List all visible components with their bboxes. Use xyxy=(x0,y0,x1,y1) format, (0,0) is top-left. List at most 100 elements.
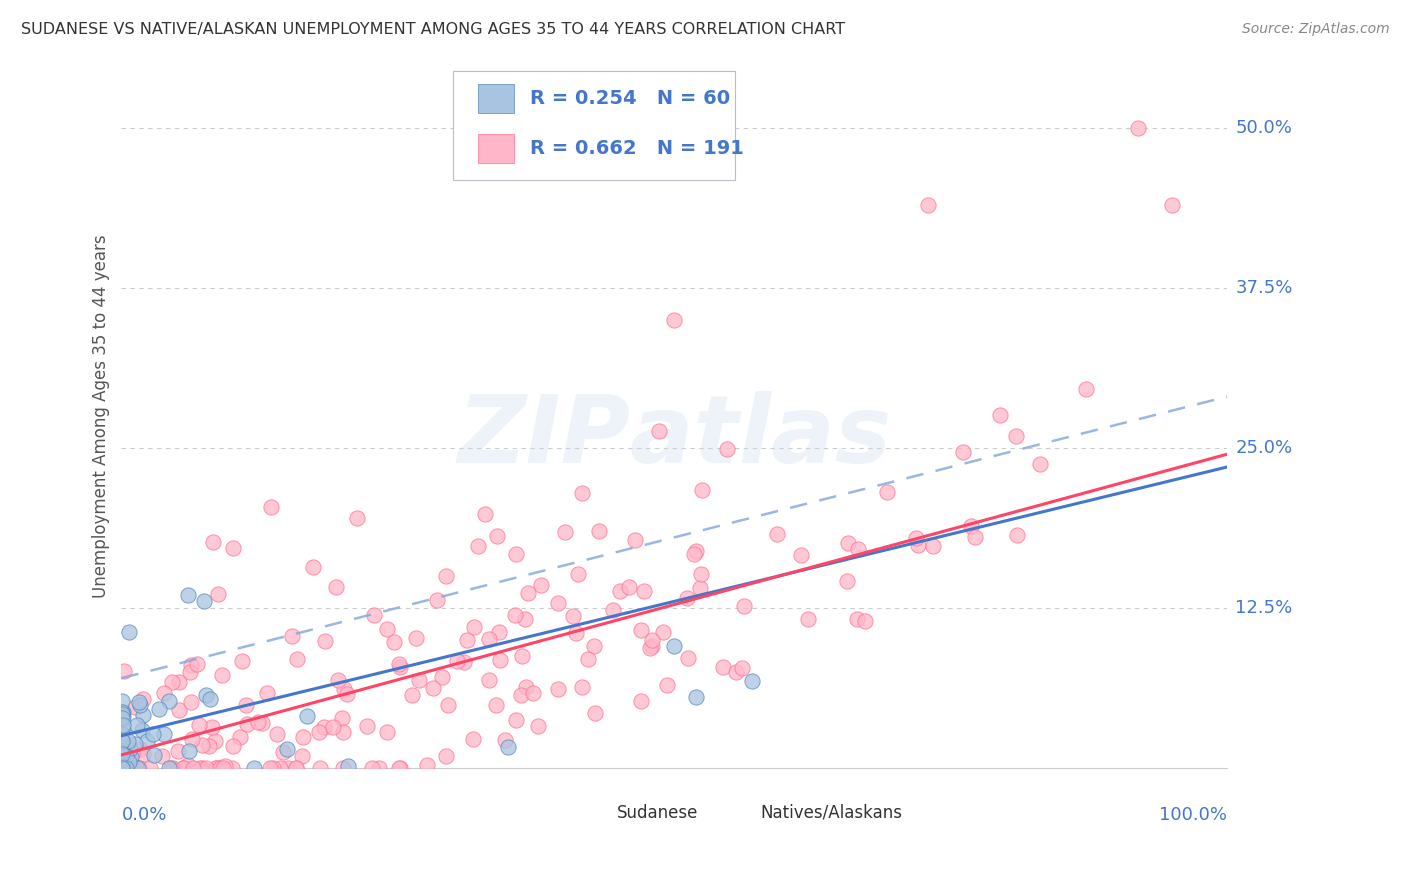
Point xyxy=(115,748,138,763)
Point xyxy=(111,694,134,708)
Point xyxy=(530,578,553,592)
Point xyxy=(797,612,820,626)
Point xyxy=(332,725,354,739)
Point xyxy=(346,511,368,525)
Point xyxy=(522,685,544,699)
Point xyxy=(211,668,233,682)
Point xyxy=(1005,428,1028,442)
Point xyxy=(463,620,485,634)
Text: R = 0.662   N = 191: R = 0.662 N = 191 xyxy=(530,139,744,158)
Point xyxy=(259,761,281,775)
Point xyxy=(434,748,457,763)
Point xyxy=(110,747,132,762)
Point xyxy=(617,580,640,594)
Point xyxy=(181,761,204,775)
Point xyxy=(160,761,183,775)
Point xyxy=(478,632,501,646)
Point xyxy=(375,623,398,637)
Point xyxy=(188,718,211,732)
Point xyxy=(655,677,678,691)
Text: ZIP​atlas: ZIP​atlas xyxy=(457,391,891,483)
Point xyxy=(308,761,330,775)
Point xyxy=(325,580,347,594)
Point xyxy=(125,761,148,775)
Point xyxy=(361,761,384,775)
Point xyxy=(498,739,520,754)
Point xyxy=(127,761,149,775)
FancyBboxPatch shape xyxy=(575,805,606,821)
Point xyxy=(128,695,150,709)
Point xyxy=(456,632,478,647)
Point xyxy=(295,708,318,723)
Point xyxy=(503,607,526,622)
Point xyxy=(513,612,536,626)
Point xyxy=(110,735,132,749)
Point xyxy=(453,655,475,669)
Point xyxy=(547,596,569,610)
Point xyxy=(837,574,859,589)
Point xyxy=(124,737,146,751)
Point xyxy=(110,759,132,773)
Point xyxy=(848,541,870,556)
Text: R = 0.254   N = 60: R = 0.254 N = 60 xyxy=(530,89,731,108)
Point xyxy=(689,581,711,595)
Point xyxy=(195,761,218,775)
Point xyxy=(114,761,136,775)
Point xyxy=(221,761,243,775)
Point xyxy=(571,486,593,500)
Point xyxy=(474,507,496,521)
Point xyxy=(110,761,132,775)
Point xyxy=(177,758,200,772)
Point xyxy=(741,673,763,688)
Text: SUDANESE VS NATIVE/ALASKAN UNEMPLOYMENT AMONG AGES 35 TO 44 YEARS CORRELATION CH: SUDANESE VS NATIVE/ALASKAN UNEMPLOYMENT … xyxy=(21,22,845,37)
Point xyxy=(120,749,142,764)
Text: 100.0%: 100.0% xyxy=(1159,806,1227,824)
Point xyxy=(685,690,707,705)
Point xyxy=(845,612,868,626)
Point xyxy=(576,652,599,666)
Point xyxy=(190,739,212,753)
Point xyxy=(876,485,898,500)
Point xyxy=(422,681,444,696)
Point xyxy=(111,711,134,725)
Point xyxy=(561,609,583,624)
Point xyxy=(110,745,132,759)
Point xyxy=(118,761,141,775)
Point xyxy=(198,692,221,706)
Point xyxy=(136,734,159,748)
Point xyxy=(554,525,576,540)
Point xyxy=(132,708,155,723)
Point xyxy=(117,625,139,640)
Point xyxy=(432,670,454,684)
Point xyxy=(269,761,291,775)
Text: Source: ZipAtlas.com: Source: ZipAtlas.com xyxy=(1241,22,1389,37)
Point xyxy=(111,742,134,756)
Point xyxy=(111,761,134,775)
Point xyxy=(488,624,510,639)
Point xyxy=(177,744,200,758)
Point xyxy=(426,593,449,607)
Point xyxy=(157,693,180,707)
Point xyxy=(583,639,606,653)
Point xyxy=(142,748,165,763)
Point xyxy=(112,664,135,678)
Point xyxy=(652,625,675,640)
Point xyxy=(291,731,314,745)
Point xyxy=(125,718,148,732)
Point xyxy=(153,686,176,700)
Point xyxy=(388,761,411,775)
Point xyxy=(111,761,134,775)
Point xyxy=(401,688,423,702)
Point xyxy=(132,692,155,706)
Point xyxy=(110,752,132,766)
Point xyxy=(285,761,308,775)
Point xyxy=(463,732,485,747)
Point xyxy=(363,607,385,622)
Point xyxy=(260,500,283,514)
Point xyxy=(191,761,214,775)
Point xyxy=(181,732,204,747)
Point xyxy=(416,758,439,772)
Point xyxy=(246,715,269,730)
Point xyxy=(131,723,153,737)
Point xyxy=(193,594,215,608)
